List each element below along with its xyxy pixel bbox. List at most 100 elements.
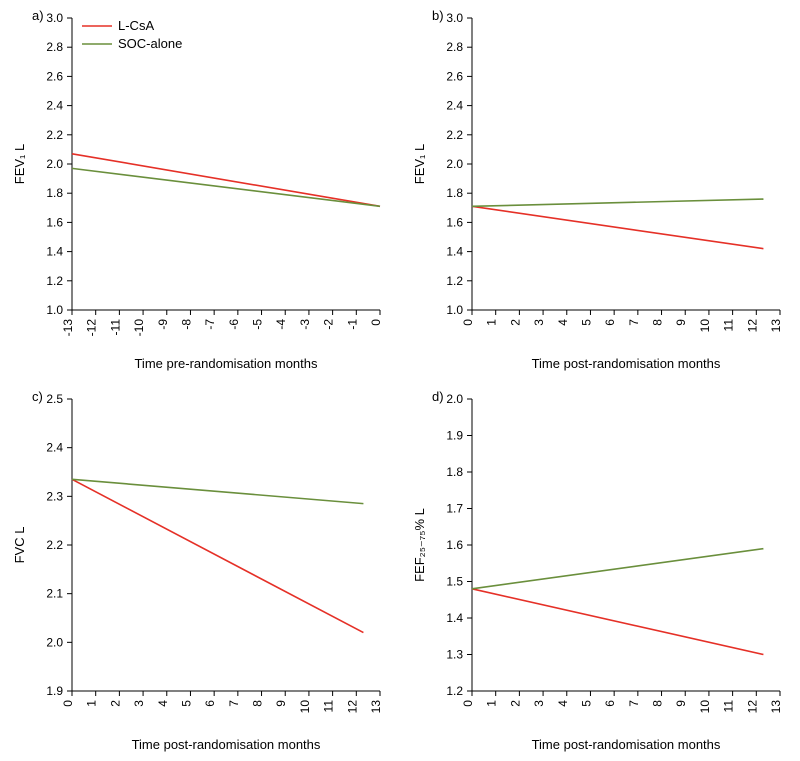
y-tick-label: 1.2 [446, 684, 463, 698]
legend-label-0: L-CsA [118, 18, 154, 33]
x-tick-label: 1 [85, 699, 99, 706]
x-tick-label: 13 [769, 319, 783, 333]
x-tick-label: 2 [508, 319, 522, 326]
y-tick-label: 1.7 [446, 501, 463, 515]
y-tick-label: 2.0 [446, 392, 463, 406]
x-tick-label: 5 [179, 699, 193, 706]
panel-label: a) [32, 8, 44, 23]
y-axis-label: FVC L [12, 526, 27, 563]
y-tick-label: 1.8 [46, 186, 63, 200]
x-tick-label: 3 [532, 319, 546, 326]
x-tick-label: 12 [745, 319, 759, 333]
y-tick-label: 1.6 [46, 215, 63, 229]
x-tick-label: 1 [485, 319, 499, 326]
y-tick-label: 2.6 [446, 69, 463, 83]
x-tick-label: 7 [627, 699, 641, 706]
y-tick-label: 1.8 [446, 186, 463, 200]
x-tick-label: 13 [369, 699, 383, 713]
x-tick-label: -8 [179, 319, 193, 330]
y-tick-label: 2.8 [46, 40, 63, 54]
x-axis-label: Time post-randomisation months [532, 356, 721, 371]
y-tick-label: 1.5 [446, 574, 463, 588]
x-tick-label: -10 [132, 319, 146, 337]
panel-svg-c: c)1.92.02.12.22.32.42.501234567891011121… [0, 381, 400, 761]
x-tick-label: -13 [61, 319, 75, 337]
x-tick-label: 11 [722, 319, 736, 332]
x-tick-label: -3 [298, 319, 312, 330]
y-tick-label: 1.0 [446, 303, 463, 317]
y-tick-label: 2.2 [46, 538, 63, 552]
y-tick-label: 1.4 [446, 245, 463, 259]
figure-container: { "colors":{ "series1":"#e53027", "serie… [0, 0, 800, 761]
y-axis-label: FEV₁ L [412, 144, 427, 185]
panel-label: c) [32, 389, 43, 404]
y-tick-label: 2.0 [46, 157, 63, 171]
series-line-1 [72, 168, 380, 206]
panel-b: b)1.01.21.41.61.82.02.22.42.62.83.001234… [400, 0, 800, 381]
x-tick-label: -4 [274, 319, 288, 330]
x-axis-label: Time pre-randomisation months [134, 356, 318, 371]
x-tick-label: 6 [603, 699, 617, 706]
x-tick-label: 0 [461, 699, 475, 706]
series-line-1 [472, 199, 763, 206]
x-tick-label: -11 [108, 319, 122, 336]
panel-label: b) [432, 8, 444, 23]
x-tick-label: 7 [227, 699, 241, 706]
x-tick-label: -2 [322, 319, 336, 330]
x-tick-label: 10 [698, 319, 712, 333]
x-tick-label: 11 [722, 699, 736, 712]
y-tick-label: 1.9 [46, 684, 63, 698]
panel-d: d)1.21.31.41.51.61.71.81.92.001234567891… [400, 381, 800, 761]
x-tick-label: 8 [651, 319, 665, 326]
y-tick-label: 1.4 [446, 611, 463, 625]
x-axis-label: Time post-randomisation months [132, 737, 321, 752]
x-tick-label: 12 [745, 699, 759, 713]
panel-svg-a: a) 1.0 1.2 1.4 1.6 1.8 2.0 2.2 2.4 2.6 2.8 3.0 -13 -1… [0, 0, 400, 380]
y-tick-label: 1.3 [446, 647, 463, 661]
x-tick-label: 9 [674, 319, 688, 326]
x-tick-label: 9 [674, 699, 688, 706]
x-axis-label: Time post-randomisation months [532, 737, 721, 752]
x-tick-label: -6 [227, 319, 241, 330]
x-tick-label: 12 [345, 699, 359, 713]
y-tick-label: 2.3 [46, 489, 63, 503]
y-tick-label: 1.2 [46, 274, 63, 288]
panel-c: c)1.92.02.12.22.32.42.501234567891011121… [0, 381, 400, 761]
y-tick-label: 2.2 [46, 128, 63, 142]
x-tick-label: 4 [556, 699, 570, 706]
y-tick-label: 2.5 [46, 392, 63, 406]
x-tick-label: 0 [61, 699, 75, 706]
y-tick-label: 2.0 [446, 157, 463, 171]
panel-grid: a)1.01.21.41.61.82.02.22.42.62.83.0-13-1… [0, 0, 800, 761]
x-tick-label: 1 [485, 699, 499, 706]
x-tick-label: 2 [508, 699, 522, 706]
y-tick-label: 2.1 [46, 586, 63, 600]
series-line-0 [72, 154, 380, 207]
series-line-1 [72, 479, 363, 503]
x-tick-label: -9 [156, 319, 170, 330]
legend-label-1: SOC-alone [118, 36, 182, 51]
y-tick-label: 1.0 [46, 303, 63, 317]
x-tick-label: 0 [461, 319, 475, 326]
y-tick-label: 1.9 [446, 428, 463, 442]
y-tick-label: 3.0 [446, 11, 463, 25]
y-axis-label: FEV₁ L [12, 144, 27, 185]
panel-a: a) 1.0 1.2 1.4 1.6 1.8 2.0 2.2 2.4 2.6 2.8 3.0 -13 -1… [0, 0, 400, 381]
x-tick-label: 3 [532, 699, 546, 706]
y-tick-label: 1.4 [46, 245, 63, 259]
y-tick-label: 1.8 [446, 465, 463, 479]
panel-label: d) [432, 389, 444, 404]
x-tick-label: 8 [251, 699, 265, 706]
panel-svg-b: b)1.01.21.41.61.82.02.22.42.62.83.001234… [400, 0, 800, 380]
y-tick-label: 2.4 [46, 99, 63, 113]
x-tick-label: 7 [627, 319, 641, 326]
y-tick-label: 2.4 [446, 99, 463, 113]
series-line-0 [472, 206, 763, 248]
y-tick-label: 2.6 [46, 69, 63, 83]
x-tick-label: 5 [579, 319, 593, 326]
x-tick-label: -1 [345, 319, 359, 330]
y-tick-label: 3.0 [46, 11, 63, 25]
y-tick-label: 1.2 [446, 274, 463, 288]
x-tick-label: 4 [156, 699, 170, 706]
x-tick-label: 6 [203, 699, 217, 706]
